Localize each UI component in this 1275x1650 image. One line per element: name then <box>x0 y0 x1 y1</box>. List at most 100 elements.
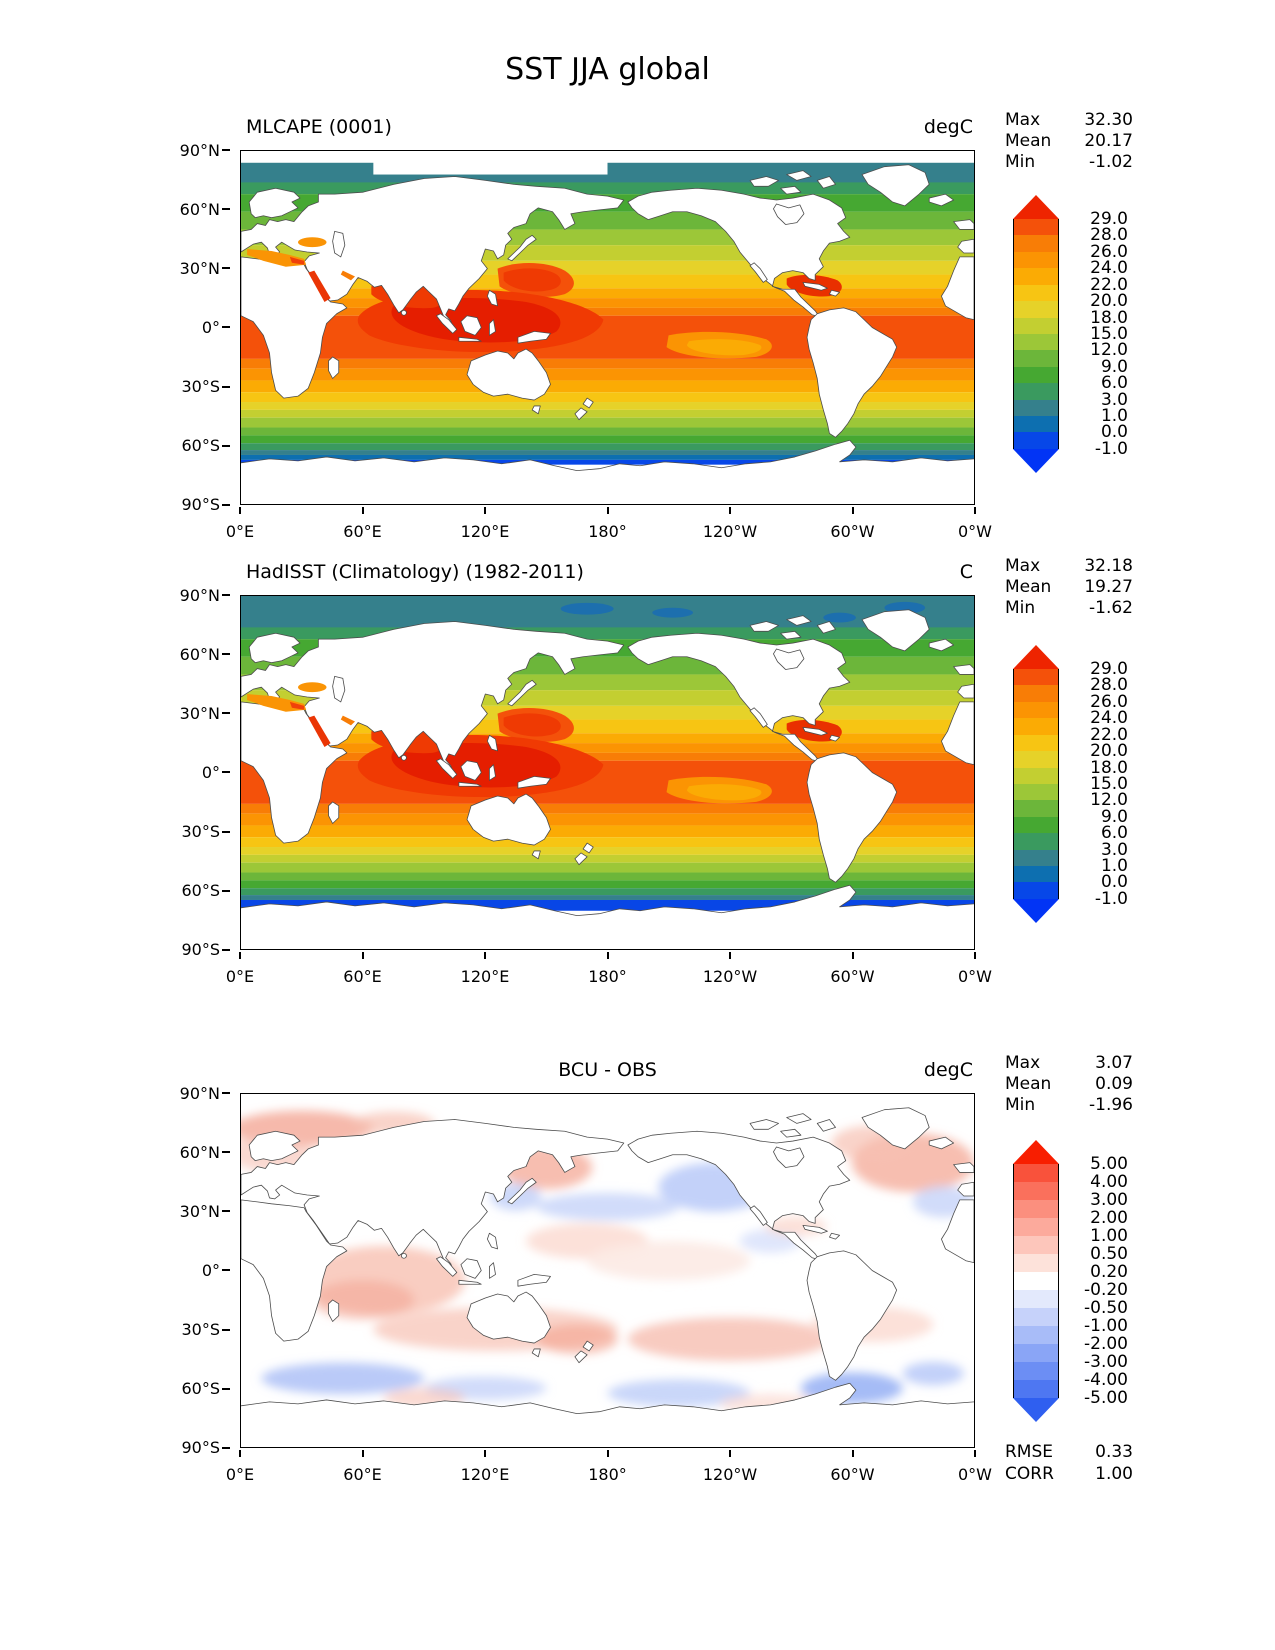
colorbar-segment <box>1014 1182 1058 1200</box>
panel-1-colorbar <box>1013 195 1059 473</box>
stat-label: Min <box>1005 152 1036 172</box>
colorbar-segment <box>1014 219 1058 236</box>
colorbar-segment <box>1014 235 1058 252</box>
colorbar-segment <box>1014 800 1058 817</box>
colorbar-segment <box>1014 685 1058 702</box>
panel-2-map <box>240 595 975 950</box>
colorbar-arrow-up <box>1013 1140 1059 1164</box>
stat-value: 19.27 <box>1084 577 1133 597</box>
panel-2-x-axis: 0°E 60°E 120°E 180° 120°W 60°W 0°W <box>225 952 992 986</box>
stat-row: Min -1.96 <box>1005 1095 1133 1116</box>
colorbar-segment <box>1014 734 1058 752</box>
page-title: SST JJA global <box>505 52 710 87</box>
stat-row: RMSE 0.33 <box>1005 1441 1133 1463</box>
colorbar-arrow-down <box>1013 1398 1059 1422</box>
colorbar-arrow-down <box>1013 449 1059 473</box>
panel-1-title: MLCAPE (0001) <box>246 116 392 138</box>
stat-row: Mean 0.09 <box>1005 1074 1133 1095</box>
colorbar-segment <box>1014 783 1058 801</box>
stat-label: Min <box>1005 598 1036 618</box>
panel-3-skill-scores: RMSE 0.33 CORR 1.00 <box>1005 1441 1133 1485</box>
panel-2-title: HadISST (Climatology) (1982-2011) <box>246 561 584 583</box>
stat-label: Mean <box>1005 577 1052 597</box>
stat-label: Max <box>1005 556 1041 576</box>
colorbar-arrow-up <box>1013 645 1059 669</box>
stat-row: Max 32.18 <box>1005 556 1133 577</box>
panel-1-stats: Max 32.30 Mean 20.17 Min -1.02 <box>1005 110 1133 173</box>
stat-value: 3.07 <box>1095 1053 1133 1073</box>
panel-1-map <box>240 150 975 505</box>
colorbar-segment <box>1014 1236 1058 1254</box>
colorbar-segment <box>1014 1326 1058 1344</box>
panel-3-title: BCU - OBS <box>558 1059 657 1081</box>
stat-label: CORR <box>1005 1464 1054 1484</box>
stat-value: 0.09 <box>1095 1074 1133 1094</box>
colorbar-segment <box>1014 284 1058 302</box>
colorbar-segment <box>1014 1164 1058 1182</box>
panel-2-stats: Max 32.18 Mean 19.27 Min -1.62 <box>1005 556 1133 619</box>
stat-value: -1.02 <box>1089 152 1133 172</box>
colorbar-segment <box>1014 251 1058 269</box>
panel-1-colorbar-labels: 29.0 28.0 26.0 24.0 22.0 20.0 18.0 15.0 12.0 9.0 6… <box>1090 209 1128 459</box>
colorbar-segment <box>1014 718 1058 735</box>
panel-3-colorbar-labels: 5.00 4.00 3.00 2.00 1.00 0.50 0.20 -0.20 -0.50 -1… <box>1084 1154 1128 1408</box>
colorbar-segment <box>1014 1380 1058 1398</box>
panel-1-x-axis: 0°E 60°E 120°E 180° 120°W 60°W 0°W <box>225 507 992 541</box>
panel-1-header: MLCAPE (0001) degC <box>240 116 975 142</box>
colorbar-segment <box>1014 833 1058 850</box>
sst-bias-map-canvas <box>241 1094 974 1447</box>
colorbar-segment <box>1014 751 1058 768</box>
colorbar-segment <box>1014 1272 1058 1290</box>
colorbar-segment <box>1014 1344 1058 1362</box>
stat-value: 1.00 <box>1095 1464 1133 1484</box>
panel-2-colorbar-labels: 29.0 28.0 26.0 24.0 22.0 20.0 18.0 15.0 12.0 9.0 6… <box>1090 659 1128 909</box>
colorbar-body <box>1013 669 1059 899</box>
stat-value: -1.62 <box>1089 598 1133 618</box>
sst-obs-map-canvas <box>241 596 974 949</box>
panel-3-stats: Max 3.07 Mean 0.09 Min -1.96 <box>1005 1053 1133 1116</box>
panel-3-header: BCU - OBS degC <box>240 1059 975 1085</box>
colorbar-segment <box>1014 882 1058 899</box>
stat-row: Mean 19.27 <box>1005 577 1133 598</box>
stat-label: Mean <box>1005 131 1052 151</box>
colorbar-segment <box>1014 1308 1058 1326</box>
stat-value: 0.33 <box>1095 1442 1133 1462</box>
colorbar-body <box>1013 219 1059 449</box>
panel-3-unit: degC <box>923 1059 973 1081</box>
colorbar-body <box>1013 1164 1059 1398</box>
stat-value: 32.18 <box>1084 556 1133 576</box>
panel-2-unit: C <box>959 561 973 583</box>
stat-value: -1.96 <box>1089 1095 1133 1115</box>
sst-model-map-canvas <box>241 151 974 504</box>
colorbar-segment <box>1014 317 1058 334</box>
colorbar-segment <box>1014 333 1058 351</box>
stat-value: 32.30 <box>1084 110 1133 130</box>
panel-3-colorbar <box>1013 1140 1059 1422</box>
panel-2-colorbar <box>1013 645 1059 923</box>
stat-row: CORR 1.00 <box>1005 1463 1133 1485</box>
stat-row: Min -1.62 <box>1005 598 1133 619</box>
colorbar-segment <box>1014 866 1058 883</box>
colorbar-arrow-down <box>1013 899 1059 923</box>
colorbar-segment <box>1014 1218 1058 1236</box>
stat-label: Max <box>1005 110 1041 130</box>
colorbar-segment <box>1014 1362 1058 1380</box>
panel-2-header: HadISST (Climatology) (1982-2011) C <box>240 561 975 587</box>
colorbar-segment <box>1014 350 1058 367</box>
panel-3-y-axis: 90°N 60°N 30°N 0° 30°S 60°S 90°S <box>179 1083 230 1458</box>
colorbar-segment <box>1014 432 1058 449</box>
colorbar-arrow-up <box>1013 195 1059 219</box>
panel-1-y-axis: 90°N 60°N 30°N 0° 30°S 60°S 90°S <box>179 140 230 515</box>
colorbar-segment <box>1014 383 1058 400</box>
colorbar-segment <box>1014 399 1058 417</box>
panel-3-map <box>240 1093 975 1448</box>
colorbar-segment <box>1014 669 1058 686</box>
colorbar-segment <box>1014 701 1058 719</box>
colorbar-segment <box>1014 1290 1058 1308</box>
stat-value: 20.17 <box>1084 131 1133 151</box>
colorbar-segment <box>1014 366 1058 384</box>
stat-row: Mean 20.17 <box>1005 131 1133 152</box>
panel-2-y-axis: 90°N 60°N 30°N 0° 30°S 60°S 90°S <box>179 585 230 960</box>
stat-label: Max <box>1005 1053 1041 1073</box>
stat-row: Max 32.30 <box>1005 110 1133 131</box>
